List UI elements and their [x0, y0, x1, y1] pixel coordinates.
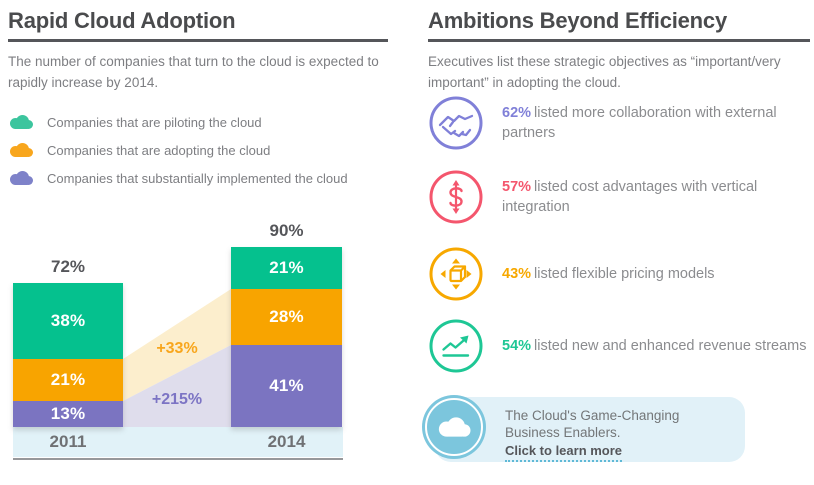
cloud-icon [10, 171, 33, 185]
stat-description: listed more collaboration with external … [502, 105, 777, 141]
left-panel: Rapid Cloud Adoption The number of compa… [8, 8, 388, 198]
callout-line-2: Business Enablers. [505, 425, 621, 440]
bar-segment: 28% [231, 289, 342, 345]
cloud-icon [10, 115, 33, 129]
legend-item-piloting: Companies that are piloting the cloud [8, 114, 388, 130]
segment-value-label: 21% [269, 258, 304, 277]
stat-text: 57% listed cost advantages with vertical … [502, 177, 814, 217]
right-subtitle: Executives list these strategic objectiv… [428, 54, 781, 90]
stat-description: listed flexible pricing models [534, 266, 715, 282]
legend-item-adopting: Companies that are adopting the cloud [8, 142, 388, 158]
left-title-underline [8, 39, 388, 42]
stat-text: 54% listed new and enhanced revenue strea… [502, 336, 814, 356]
legend-label: Companies that are adopting the cloud [47, 142, 271, 158]
chart-legend: Companies that are piloting the cloud Co… [8, 114, 388, 186]
callout-line-1: The Cloud's Game-Changing [505, 408, 680, 423]
legend-label: Companies that substantially implemented… [47, 170, 348, 186]
right-title-underline [428, 39, 810, 42]
revenue-trend-icon [428, 318, 484, 374]
segment-value-label: 41% [269, 376, 304, 395]
segment-value-label: 28% [269, 307, 304, 326]
bar-2011: 38% 21% 13% [13, 283, 123, 427]
right-title: Ambitions Beyond Efficiency [428, 8, 727, 33]
bar-2014: 21% 28% 41% [231, 247, 342, 427]
bar-total-label: 72% [50, 257, 86, 276]
legend-label: Companies that are piloting the cloud [47, 114, 262, 130]
growth-connector-bands [123, 289, 231, 427]
handshake-icon [428, 95, 484, 151]
legend-item-implemented: Companies that substantially implemented… [8, 170, 388, 186]
stat-description: listed cost advantages with vertical int… [502, 179, 758, 215]
x-axis-label: 2011 [49, 432, 87, 451]
stat-percent: 57% [502, 179, 532, 195]
bar-segment: 21% [13, 359, 123, 401]
x-axis-strip [13, 427, 343, 457]
cloud-icon [10, 143, 33, 157]
flexible-pricing-icon [428, 246, 484, 302]
stat-item-cost-advantages: 57% listed cost advantages with vertical … [428, 169, 814, 225]
stat-description: listed new and enhanced revenue streams [534, 338, 807, 354]
left-subtitle: The number of companies that turn to the… [8, 54, 379, 90]
bar-segment: 41% [231, 345, 342, 427]
growth-annotation: +33% [156, 339, 198, 357]
right-panel: Ambitions Beyond Efficiency Executives l… [422, 8, 810, 462]
cloud-icon [422, 395, 486, 459]
stat-item-collaboration: 62% listed more collaboration with extern… [428, 95, 814, 151]
x-axis-label: 2014 [267, 432, 306, 451]
callout-text: The Cloud's Game-Changing Business Enabl… [505, 407, 679, 462]
segment-value-label: 21% [50, 370, 86, 389]
growth-annotation: +215% [151, 391, 203, 408]
stat-text: 62% listed more collaboration with extern… [502, 103, 814, 143]
bar-segment: 13% [13, 401, 123, 427]
bar-segment: 38% [13, 283, 123, 359]
stacked-bar-chart: 38% 21% 13% 72% 2011 21% 28% 41% 90% 2014 +33% +215… [13, 220, 343, 462]
left-title: Rapid Cloud Adoption [8, 8, 236, 33]
segment-value-label: 38% [50, 311, 86, 330]
stat-item-flexible-pricing: 43% listed flexible pricing models [428, 246, 814, 302]
stat-item-revenue-streams: 54% listed new and enhanced revenue strea… [428, 318, 814, 374]
bar-segment: 21% [231, 247, 342, 289]
stat-percent: 62% [502, 105, 532, 121]
cloud-enablers-callout[interactable]: The Cloud's Game-Changing Business Enabl… [422, 395, 745, 462]
segment-value-label: 13% [50, 404, 86, 423]
dollar-growth-icon [428, 169, 484, 225]
learn-more-link[interactable]: Click to learn more [505, 443, 623, 462]
bar-total-label: 90% [269, 221, 304, 240]
stat-percent: 43% [502, 266, 532, 282]
stat-percent: 54% [502, 338, 532, 354]
x-axis-line [13, 458, 343, 460]
stat-text: 43% listed flexible pricing models [502, 264, 814, 284]
